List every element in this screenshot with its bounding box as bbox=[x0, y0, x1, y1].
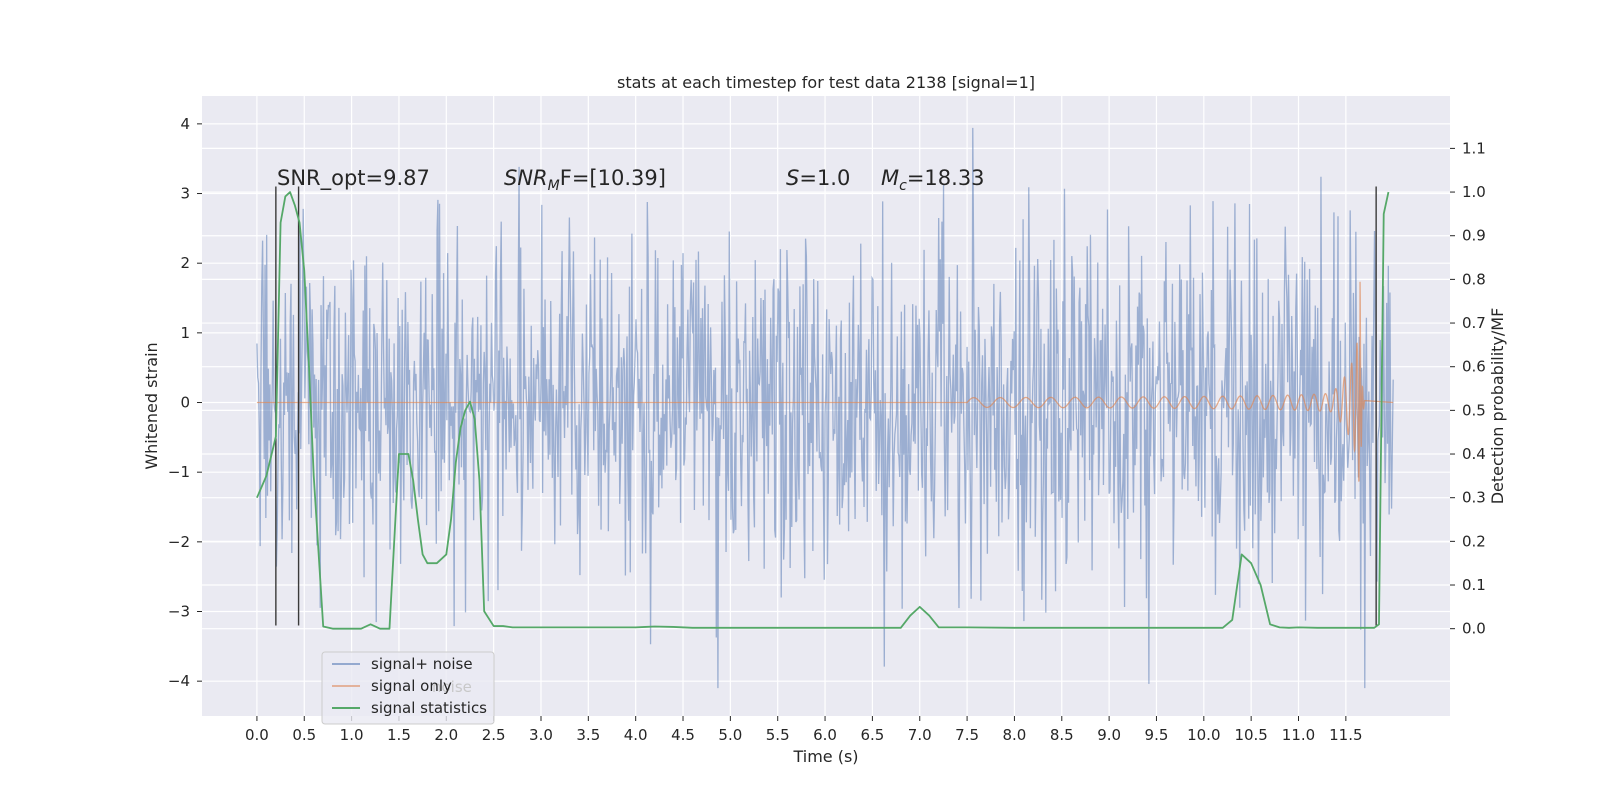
x-tick-label: 11.5 bbox=[1329, 726, 1362, 744]
x-tick-label: 0.0 bbox=[245, 726, 269, 744]
x-tick-label: 1.5 bbox=[387, 726, 411, 744]
x-tick-label: 10.5 bbox=[1234, 726, 1267, 744]
y-right-axis-label: Detection probability/MF bbox=[1488, 308, 1507, 505]
y-right-tick-label: 0.0 bbox=[1462, 620, 1486, 638]
annotation-snr-opt: SNR_opt=9.87 bbox=[277, 166, 430, 191]
x-tick-label: 3.0 bbox=[529, 726, 553, 744]
x-tick-label: 7.5 bbox=[955, 726, 979, 744]
legend-overlap-text: noise bbox=[432, 678, 472, 696]
x-tick-label: 8.5 bbox=[1050, 726, 1074, 744]
y-left-axis-ticks: 4 3 2 1 0 −1 −2 −3 −4 bbox=[168, 115, 202, 690]
x-tick-label: 5.5 bbox=[766, 726, 790, 744]
x-tick-label: 0.5 bbox=[292, 726, 316, 744]
y-right-tick-label: 0.6 bbox=[1462, 358, 1486, 376]
x-tick-label: 6.5 bbox=[860, 726, 884, 744]
signal-noise-series bbox=[256, 127, 1394, 689]
annotation-mc: Mc=18.33 bbox=[881, 166, 985, 194]
x-tick-label: 2.0 bbox=[434, 726, 458, 744]
x-tick-label: 7.0 bbox=[908, 726, 932, 744]
legend-label-stats: signal statistics bbox=[371, 699, 487, 717]
y-left-tick-label: −1 bbox=[168, 463, 190, 481]
x-tick-label: 2.5 bbox=[482, 726, 506, 744]
x-tick-label: 8.0 bbox=[1003, 726, 1027, 744]
y-right-tick-label: 0.8 bbox=[1462, 270, 1486, 288]
y-right-tick-label: 0.1 bbox=[1462, 576, 1486, 594]
x-tick-label: 9.5 bbox=[1145, 726, 1169, 744]
y-right-tick-label: 0.9 bbox=[1462, 227, 1486, 245]
x-tick-label: 4.5 bbox=[671, 726, 695, 744]
x-axis-ticks: 0.0 0.5 1.0 1.5 2.0 2.5 3.0 3.5 4.0 4.5 5.0 5.5 6.0 6… bbox=[245, 716, 1363, 744]
y-left-tick-label: 0 bbox=[180, 394, 190, 412]
signal-only-line bbox=[256, 281, 1394, 482]
legend: noise signal+ noise signal only signal s… bbox=[321, 651, 495, 725]
y-left-tick-label: 4 bbox=[180, 115, 190, 133]
x-tick-label: 10.0 bbox=[1187, 726, 1220, 744]
x-tick-label: 1.0 bbox=[340, 726, 364, 744]
signal-noise-line bbox=[256, 127, 1394, 689]
signal-statistics-line bbox=[256, 191, 1390, 630]
x-tick-label: 6.0 bbox=[813, 726, 837, 744]
legend-label-signal: signal only bbox=[371, 677, 452, 695]
y-right-tick-label: 1.1 bbox=[1462, 139, 1486, 157]
y-right-axis-ticks: 1.1 1.0 0.9 0.8 0.7 0.6 0.5 0.4 0.3 0.2 0.1 0.0 bbox=[1450, 139, 1486, 638]
x-axis-label: Time (s) bbox=[792, 747, 858, 766]
annotation-snr-mf: SNRMF=[10.39] bbox=[504, 166, 666, 194]
y-left-tick-label: 2 bbox=[180, 254, 190, 272]
y-left-tick-label: 1 bbox=[180, 324, 190, 342]
y-left-tick-label: −4 bbox=[168, 672, 190, 690]
legend-label-noise: signal+ noise bbox=[371, 655, 473, 673]
legend-box bbox=[321, 651, 495, 725]
y-right-tick-label: 1.0 bbox=[1462, 183, 1486, 201]
signal-only-series bbox=[256, 281, 1394, 482]
y-left-tick-label: 3 bbox=[180, 185, 190, 203]
y-left-tick-label: −2 bbox=[168, 533, 190, 551]
y-right-tick-label: 0.3 bbox=[1462, 489, 1486, 507]
x-tick-label: 9.0 bbox=[1097, 726, 1121, 744]
x-tick-label: 3.5 bbox=[576, 726, 600, 744]
y-left-axis-label: Whitened strain bbox=[142, 342, 161, 469]
signal-statistics-series bbox=[256, 191, 1390, 630]
y-right-tick-label: 0.4 bbox=[1462, 445, 1486, 463]
x-tick-label: 4.0 bbox=[624, 726, 648, 744]
annotation-s: S=1.0 bbox=[786, 166, 850, 190]
y-right-tick-label: 0.2 bbox=[1462, 532, 1486, 550]
y-left-tick-label: −3 bbox=[168, 603, 190, 621]
x-tick-label: 11.0 bbox=[1282, 726, 1315, 744]
y-right-tick-label: 0.5 bbox=[1462, 401, 1486, 419]
y-right-tick-label: 0.7 bbox=[1462, 314, 1486, 332]
x-tick-label: 5.0 bbox=[718, 726, 742, 744]
chart-title: stats at each timestep for test data 213… bbox=[617, 73, 1035, 92]
